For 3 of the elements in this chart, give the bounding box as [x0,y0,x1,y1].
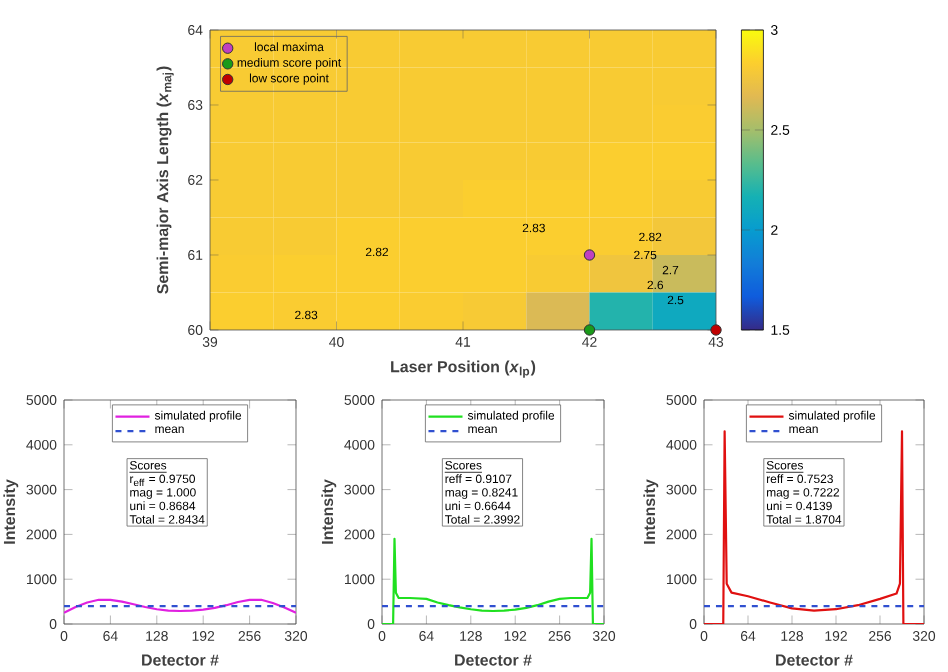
line-series [64,598,296,614]
line-series [704,430,925,624]
line-series [382,537,605,624]
